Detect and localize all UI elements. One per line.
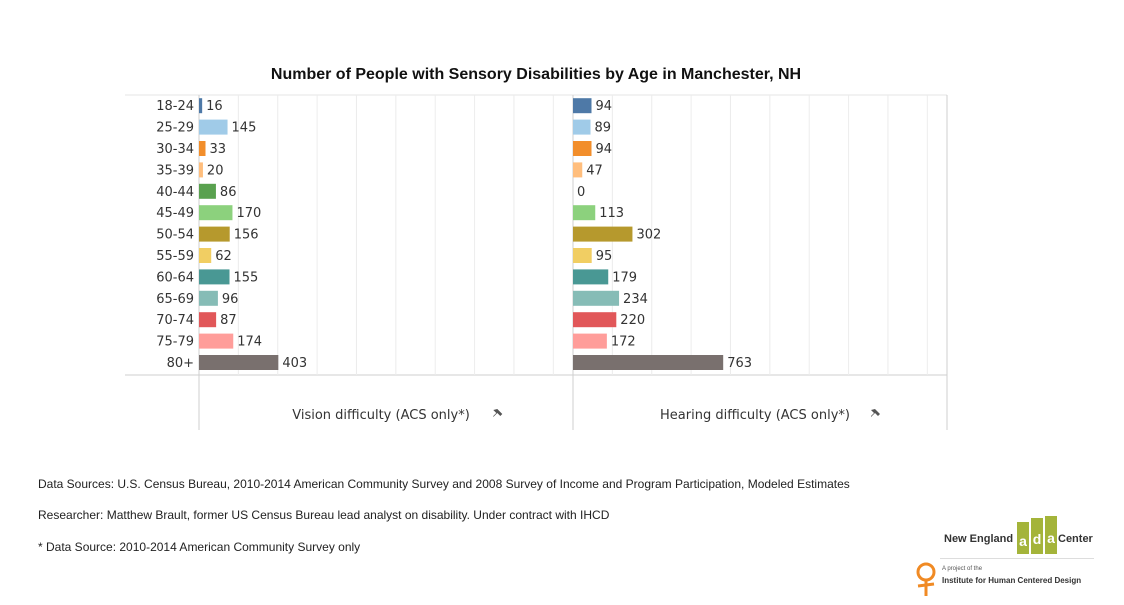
data-label: 20 bbox=[207, 163, 224, 178]
bar bbox=[199, 98, 203, 114]
category-label: 25-29 bbox=[156, 121, 194, 136]
note-text: * Data Source: 2010-2014 American Commun… bbox=[38, 540, 361, 554]
bar bbox=[199, 141, 206, 156]
bar bbox=[573, 269, 609, 285]
bar bbox=[573, 141, 592, 156]
bar bbox=[199, 205, 233, 221]
ada-logo-mark: a d a bbox=[1017, 516, 1057, 554]
bar bbox=[199, 290, 218, 306]
data-label: 403 bbox=[282, 356, 307, 371]
bar bbox=[199, 119, 228, 135]
data-label: 94 bbox=[596, 142, 613, 157]
data-label: 96 bbox=[222, 292, 239, 307]
svg-text:a: a bbox=[1047, 530, 1055, 546]
data-label: 89 bbox=[595, 121, 612, 136]
category-label: 45-49 bbox=[156, 206, 194, 221]
data-label: 179 bbox=[612, 270, 637, 285]
category-label: 70-74 bbox=[156, 313, 194, 328]
data-label: 62 bbox=[215, 249, 232, 264]
logo-project-of: A project of the bbox=[942, 566, 983, 572]
researcher-text: Researcher: Matthew Brault, former US Ce… bbox=[38, 508, 610, 522]
bar bbox=[573, 355, 724, 370]
data-sources-text: Data Sources: U.S. Census Bureau, 2010-2… bbox=[38, 477, 850, 491]
data-label: 155 bbox=[234, 270, 259, 285]
data-label: 174 bbox=[237, 335, 262, 350]
logo-institute: Institute for Human Centered Design bbox=[942, 576, 1082, 585]
logo-divider bbox=[940, 558, 1094, 559]
chart-title: Number of People with Sensory Disabiliti… bbox=[270, 66, 802, 83]
svg-text:d: d bbox=[1033, 531, 1042, 547]
pushpin-icon bbox=[493, 409, 503, 417]
data-label: 302 bbox=[636, 228, 661, 243]
bar bbox=[573, 248, 592, 263]
bar bbox=[199, 333, 234, 349]
category-label: 55-59 bbox=[156, 249, 194, 264]
data-label: 16 bbox=[206, 99, 223, 114]
category-label: 40-44 bbox=[156, 185, 194, 200]
bar bbox=[199, 248, 212, 263]
ihcd-figure-icon bbox=[916, 562, 936, 596]
data-label: 156 bbox=[234, 228, 259, 243]
category-label: 75-79 bbox=[156, 335, 194, 350]
data-label: 170 bbox=[236, 206, 261, 221]
bar bbox=[573, 226, 633, 242]
bar bbox=[573, 119, 591, 135]
bar bbox=[573, 205, 596, 221]
bar bbox=[573, 333, 607, 349]
data-label: 47 bbox=[586, 163, 603, 178]
logo-name-left: New England bbox=[944, 533, 1014, 545]
data-label: 94 bbox=[596, 99, 613, 114]
panel-title: Vision difficulty (ACS only*) bbox=[292, 408, 470, 423]
panel-title: Hearing difficulty (ACS only*) bbox=[660, 408, 850, 423]
bar bbox=[199, 183, 216, 199]
category-label: 80+ bbox=[167, 356, 194, 371]
svg-text:a: a bbox=[1019, 533, 1027, 549]
bar bbox=[573, 290, 620, 306]
data-label: 33 bbox=[209, 142, 226, 157]
bar bbox=[573, 98, 592, 114]
bar bbox=[199, 355, 279, 370]
bar bbox=[199, 269, 230, 285]
category-label: 35-39 bbox=[156, 163, 194, 178]
bar bbox=[199, 226, 230, 242]
category-label: 60-64 bbox=[156, 270, 194, 285]
bar bbox=[199, 162, 203, 178]
data-label: 220 bbox=[620, 313, 645, 328]
logo-name-right: Center bbox=[1058, 533, 1093, 545]
pushpin-icon bbox=[871, 409, 880, 417]
data-label: 145 bbox=[232, 121, 257, 136]
data-label: 172 bbox=[611, 335, 636, 350]
category-label: 18-24 bbox=[156, 99, 194, 114]
data-label: 234 bbox=[623, 292, 648, 307]
data-label: 95 bbox=[596, 249, 613, 264]
bar bbox=[199, 312, 217, 328]
category-label: 30-34 bbox=[156, 142, 194, 157]
data-label: 86 bbox=[220, 185, 237, 200]
bar bbox=[573, 162, 583, 178]
data-label: 87 bbox=[220, 313, 237, 328]
data-label: 113 bbox=[599, 206, 624, 221]
category-label: 65-69 bbox=[156, 292, 194, 307]
data-label: 763 bbox=[727, 356, 752, 371]
category-label: 50-54 bbox=[156, 228, 194, 243]
data-label: 0 bbox=[577, 185, 585, 200]
bar bbox=[573, 312, 617, 328]
